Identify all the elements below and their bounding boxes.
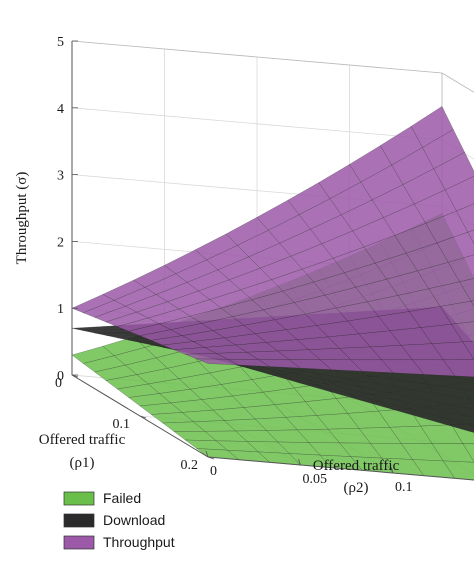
- legend: Failed Download Throughput: [63, 490, 175, 550]
- z-tick-label: 4: [57, 102, 64, 117]
- z-axis-label: Throughput (σ): [14, 172, 30, 265]
- y-axis-label-line2: (ρ1): [70, 455, 95, 471]
- y-tick-mark: [71, 374, 79, 378]
- chart-surfaces: [71, 106, 474, 481]
- x-tick-mark: [390, 466, 394, 474]
- z-tick-label: 3: [57, 169, 64, 184]
- surface-cell: [431, 443, 474, 463]
- surface-cell: [433, 152, 474, 191]
- legend-swatch-throughput: [63, 535, 95, 550]
- box-edge: [71, 40, 443, 74]
- surface-cell: [439, 301, 474, 325]
- y-tick-label: 0.1: [113, 417, 131, 432]
- surface-cell: [442, 460, 474, 481]
- legend-swatch-failed: [63, 491, 95, 506]
- surface-cell: [444, 176, 474, 212]
- y-tick-mark: [207, 456, 215, 460]
- x-tick-label: 0.1: [395, 480, 413, 495]
- x-tick-mark: [298, 458, 301, 466]
- surface-cell: [456, 203, 474, 233]
- surface-cell: [439, 394, 474, 410]
- surface-cell: [459, 388, 474, 401]
- surface-cell: [462, 414, 474, 426]
- surface-cell: [459, 278, 474, 302]
- surface-throughput: [71, 106, 474, 378]
- surface-cell: [431, 341, 474, 360]
- surface-cell: [462, 443, 474, 463]
- y-axis-label-line1: Offered traffic: [39, 432, 126, 448]
- legend-swatch-download: [63, 513, 95, 528]
- surface-cell: [470, 300, 474, 307]
- x-tick-mark: [205, 450, 209, 458]
- surface-cell: [467, 229, 474, 245]
- x-axis-label-line1: Offered traffic: [313, 458, 400, 474]
- surface-cell: [451, 321, 474, 343]
- box-edge: [441, 72, 474, 93]
- z-tick-label: 1: [57, 302, 64, 317]
- surface-cell: [436, 231, 474, 263]
- surface-cell: [442, 359, 474, 378]
- y-tick-label: 0: [55, 376, 62, 391]
- legend-label-throughput: Throughput: [103, 534, 175, 550]
- surface-cell: [462, 341, 474, 360]
- surface-cell: [448, 254, 474, 282]
- y-tick-mark: [139, 415, 147, 419]
- surface-cell: [443, 417, 474, 433]
- legend-label-failed: Failed: [103, 490, 141, 506]
- x-tick-label: 0: [210, 464, 217, 479]
- surface-cell: [470, 399, 474, 404]
- surface-cell: [431, 408, 474, 426]
- legend-label-download: Download: [103, 512, 165, 528]
- z-tick-label: 5: [57, 35, 64, 50]
- surface-cell: [450, 404, 474, 419]
- x-axis-label-line2: (ρ2): [344, 480, 369, 496]
- z-tick-label: 0: [57, 369, 64, 384]
- y-tick-label: 0.2: [181, 458, 199, 473]
- surface-cell: [447, 377, 474, 391]
- x-tick-label: 0.05: [303, 472, 328, 487]
- z-tick-label: 2: [57, 235, 64, 250]
